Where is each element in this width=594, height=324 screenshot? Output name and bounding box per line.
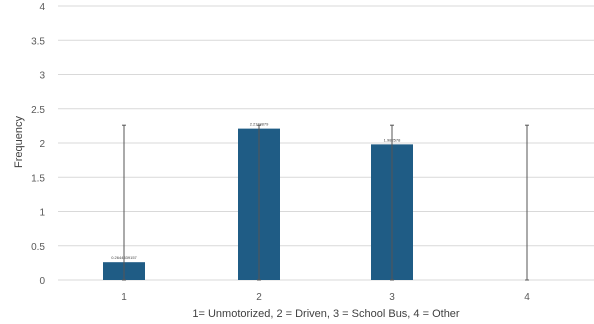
y-tick-label: 4 <box>39 2 45 13</box>
y-axis-title: Frequency <box>13 116 25 168</box>
error-bars <box>122 124 529 281</box>
x-tick-label: 3 <box>389 292 395 303</box>
y-tick-label: 3 <box>39 71 45 82</box>
y-tick-label: 2 <box>39 139 45 150</box>
x-axis-ticks: 1 2 3 4 <box>121 292 530 303</box>
y-tick-label: 0.5 <box>31 242 45 253</box>
bars <box>103 128 413 280</box>
x-tick-label: 4 <box>524 292 530 303</box>
data-label: 1.982578 <box>384 137 401 142</box>
y-tick-label: 1 <box>39 208 45 219</box>
gridlines <box>58 5 594 281</box>
y-tick-label: 0 <box>39 276 45 287</box>
data-label: 2.2118879 <box>250 122 269 127</box>
x-tick-label: 1 <box>121 292 127 303</box>
x-tick-label: 2 <box>256 292 262 303</box>
data-labels: 0.2644539157 2.2118879 1.982578 <box>111 122 401 261</box>
data-label: 0.2644539157 <box>111 255 137 260</box>
x-axis-title: 1= Unmotorized, 2 = Driven, 3 = School B… <box>192 308 460 320</box>
y-axis-ticks: 0 0.5 1 1.5 2 2.5 3 3.5 4 <box>31 2 45 287</box>
y-tick-label: 2.5 <box>31 105 45 116</box>
y-tick-label: 3.5 <box>31 36 45 47</box>
y-tick-label: 1.5 <box>31 173 45 184</box>
